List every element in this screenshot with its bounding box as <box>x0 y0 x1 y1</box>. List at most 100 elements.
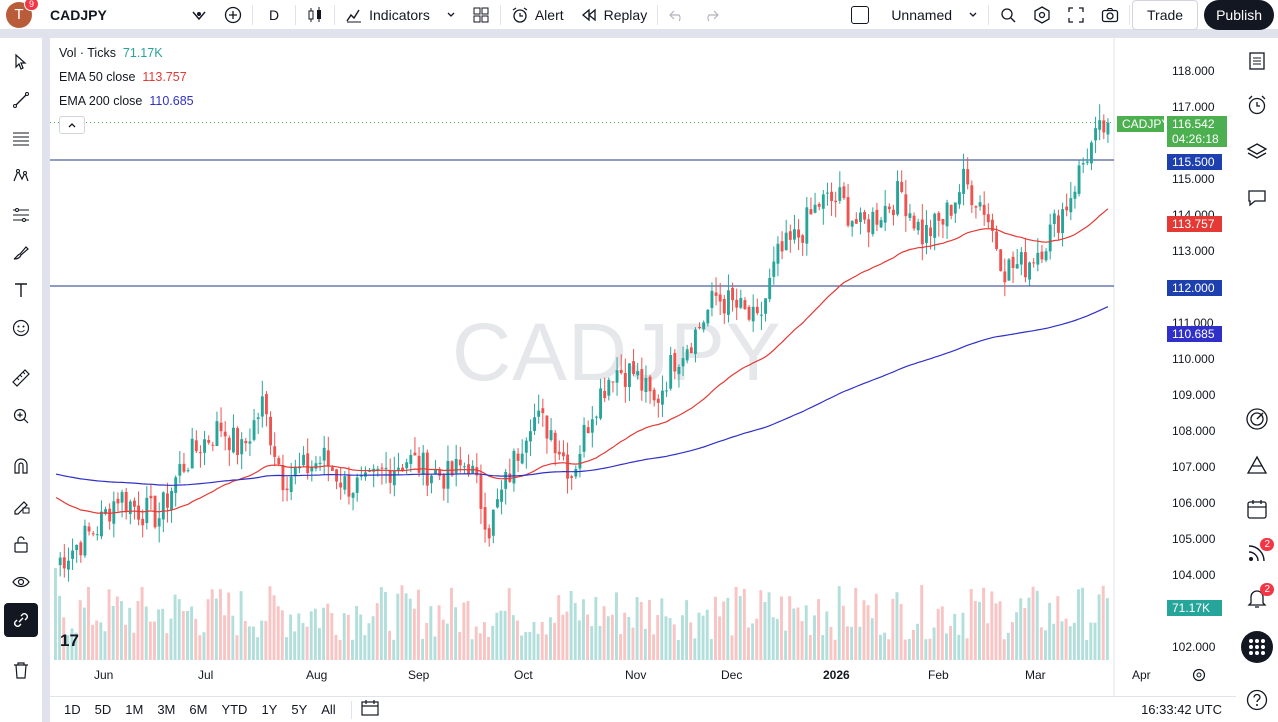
symbol-search-button[interactable]: CADJPY <box>50 6 107 23</box>
range-1d[interactable]: 1D <box>64 702 81 717</box>
eye-icon[interactable] <box>4 565 38 599</box>
y-tick: 108.000 <box>1172 424 1216 438</box>
volume-bar <box>1089 622 1093 660</box>
undo-icon[interactable] <box>660 0 694 30</box>
notifications-bell-icon[interactable]: 2 <box>1240 581 1274 615</box>
volume-bar <box>945 633 948 660</box>
publish-button[interactable]: Publish <box>1204 0 1274 30</box>
volume-bar <box>425 622 429 660</box>
volume-bar <box>400 585 404 660</box>
layouts-grid-icon[interactable] <box>464 0 498 30</box>
layout-dropdown-icon[interactable] <box>960 0 986 30</box>
volume-bar <box>412 608 416 660</box>
volume-bar <box>375 603 379 660</box>
fib-retracement-icon[interactable] <box>4 121 38 155</box>
indicators-dropdown-icon[interactable] <box>438 0 464 30</box>
trade-button[interactable]: Trade <box>1132 0 1199 30</box>
candle-style-icon[interactable] <box>298 0 332 30</box>
candle-body <box>1085 161 1089 163</box>
candle-body <box>450 461 454 476</box>
compare-add-icon[interactable] <box>216 0 250 30</box>
lock-drawing-icon[interactable] <box>4 489 38 523</box>
apps-menu-icon[interactable] <box>1240 630 1274 664</box>
zoom-in-icon[interactable] <box>4 399 38 433</box>
y-tick: 102.000 <box>1172 640 1216 654</box>
layout-checkbox[interactable] <box>843 0 877 30</box>
range-ytd[interactable]: YTD <box>221 702 248 717</box>
ema50-legend[interactable]: EMA 50 close 113.757 <box>59 70 187 84</box>
candle-body <box>409 454 413 464</box>
range-6m[interactable]: 6M <box>189 702 208 717</box>
candle-body <box>706 309 710 324</box>
fullscreen-icon[interactable] <box>1059 0 1093 30</box>
help-icon[interactable] <box>1240 683 1274 717</box>
candle-body <box>1003 271 1007 283</box>
candle-body <box>537 410 541 417</box>
replay-button[interactable]: Replay <box>572 0 656 30</box>
candle-body <box>557 451 561 455</box>
pattern-icon[interactable] <box>4 159 38 193</box>
utc-clock[interactable]: 16:33:42 UTC <box>1141 702 1222 717</box>
volume-bar <box>714 596 717 660</box>
volume-bar <box>850 626 854 660</box>
text-tool-icon[interactable] <box>4 273 38 307</box>
range-5y[interactable]: 5Y <box>291 702 308 717</box>
cursor-icon[interactable] <box>4 45 38 79</box>
range-1y[interactable]: 1Y <box>261 702 278 717</box>
volume-bar <box>293 631 297 660</box>
candle-body <box>66 560 70 570</box>
volume-bar <box>1093 622 1097 660</box>
layers-icon[interactable] <box>1240 135 1274 169</box>
calendar-icon[interactable] <box>1240 492 1274 526</box>
chat-icon[interactable] <box>1240 181 1274 215</box>
settings-gear-icon[interactable] <box>1025 0 1059 30</box>
quick-search-icon[interactable] <box>991 0 1025 30</box>
range-3m[interactable]: 3M <box>157 702 176 717</box>
camera-snapshot-icon[interactable] <box>1093 0 1127 30</box>
target-icon[interactable] <box>1240 402 1274 436</box>
volume-bar <box>854 587 858 660</box>
forecast-icon[interactable] <box>4 197 38 231</box>
chart-area[interactable]: CADJPY 17 Vol · Ticks 71.17K EMA 50 clos… <box>50 38 1236 722</box>
ema200-legend[interactable]: EMA 200 close 110.685 <box>59 94 194 108</box>
layout-name[interactable]: Unnamed <box>891 6 953 23</box>
emoji-icon[interactable] <box>4 311 38 345</box>
link-icon[interactable] <box>4 603 38 637</box>
candle-body <box>401 467 405 471</box>
candle-body <box>574 468 578 477</box>
idea-pyramid-icon[interactable] <box>1240 448 1274 482</box>
indicators-button[interactable]: Indicators <box>337 0 438 30</box>
streams-icon[interactable]: 2 <box>1240 536 1274 570</box>
goto-date-icon[interactable] <box>360 699 380 720</box>
lock-icon[interactable] <box>4 527 38 561</box>
range-5d[interactable]: 5D <box>94 702 112 717</box>
alerts-clock-icon[interactable] <box>1240 88 1274 122</box>
user-avatar[interactable]: T 9 <box>6 0 39 28</box>
trend-line-icon[interactable] <box>4 83 38 117</box>
volume-bar <box>206 599 210 660</box>
trash-icon[interactable] <box>4 653 38 687</box>
magnet-icon[interactable] <box>4 449 38 483</box>
collapse-legend-button[interactable] <box>59 116 85 134</box>
axis-settings-icon[interactable] <box>1192 668 1206 687</box>
candle-body <box>652 389 656 401</box>
range-1m[interactable]: 1M <box>125 702 144 717</box>
volume-bar <box>825 611 829 660</box>
ruler-icon[interactable] <box>4 361 38 395</box>
volume-bar <box>553 622 557 660</box>
symbol-menu-icon[interactable] <box>182 0 216 30</box>
candle-body <box>149 495 153 499</box>
alert-button[interactable]: Alert <box>503 0 572 30</box>
volume-bar <box>450 587 453 660</box>
watchlist-icon[interactable] <box>1240 44 1274 78</box>
candle-body <box>1019 252 1023 265</box>
redo-icon[interactable] <box>694 0 728 30</box>
volume-legend: Vol · Ticks 71.17K <box>59 46 163 60</box>
interval-button[interactable]: D <box>269 6 280 23</box>
brush-icon[interactable] <box>4 235 38 269</box>
range-bar: 1D 5D 1M 3M 6M YTD 1Y 5Y All 16:33:42 UT… <box>50 696 1236 722</box>
candle-body <box>95 534 99 536</box>
volume-legend-label: Vol · Ticks <box>59 46 116 60</box>
range-all[interactable]: All <box>321 702 336 717</box>
volume-bar <box>1048 602 1052 660</box>
